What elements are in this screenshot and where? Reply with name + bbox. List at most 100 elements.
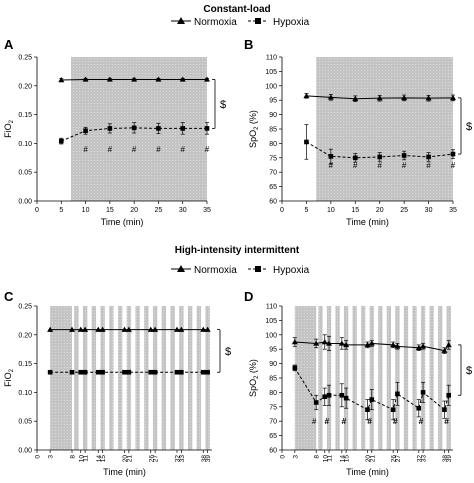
shaded-exercise-band [144, 306, 149, 450]
x-tick-label: 0 [280, 455, 287, 459]
data-point-hypoxia [179, 369, 184, 375]
chart-panel-b: 60 65 70 75 80 85 90 95 100 105 110 0 5 10 15 20 25 30 35 T… [248, 55, 472, 228]
section-title-constant-load: Constant-load [203, 4, 270, 15]
shaded-exercise-band [126, 306, 132, 450]
significance-hash: # [108, 145, 113, 154]
x-tick-label: 0 [35, 455, 42, 459]
x-tick-label: 39 [205, 455, 212, 463]
y-axis-label: SpO2 (%) [248, 110, 260, 148]
y-tick-label: 80 [269, 141, 277, 148]
y-axis-label-subscript: 2 [9, 368, 15, 372]
data-point-hypoxia [83, 128, 88, 134]
significance-hash: # [83, 145, 88, 154]
legend-hypoxia-label: Hypoxia [273, 265, 310, 276]
x-tick-label: 38 [442, 455, 449, 463]
data-point-normoxia [77, 326, 84, 332]
shaded-exercise-band [109, 306, 114, 450]
x-tick-label: 32 [416, 455, 423, 463]
y-tick-label: 75 [269, 404, 277, 411]
y-tick-label: 90 [269, 361, 277, 368]
y-axis-label-unit: (%) [248, 359, 258, 376]
x-tick-label: 5 [59, 207, 63, 214]
x-axis-label: Time (min) [346, 217, 389, 227]
x-tick-label: 8 [314, 455, 321, 459]
data-point-hypoxia [205, 369, 210, 375]
x-tick-label: 3 [48, 455, 55, 459]
y-tick-label: 95 [269, 347, 277, 354]
significance-hash: # [368, 417, 373, 426]
x-tick-label: 10 [322, 455, 329, 463]
shaded-exercise-band [135, 306, 140, 450]
x-tick-label: 8 [70, 455, 77, 459]
x-tick-label: 20 [365, 455, 372, 463]
y-axis-label-unit: (%) [248, 110, 258, 127]
data-point-hypoxia [446, 392, 452, 398]
data-point-hypoxia [416, 405, 422, 411]
y-tick-label: 105 [265, 318, 277, 325]
shaded-exercise-band [91, 306, 97, 450]
x-tick-label: 15 [344, 455, 351, 463]
data-point-normoxia [450, 94, 456, 101]
x-tick-label: 27 [153, 455, 160, 463]
y-tick-label: 80 [269, 390, 277, 397]
data-point-hypoxia [390, 407, 396, 412]
shaded-exercise-band [412, 306, 417, 450]
data-point-normoxia [179, 76, 186, 82]
shaded-exercise-band [318, 306, 323, 450]
y-axis-label-main: SpO [248, 130, 258, 148]
shaded-exercise-band [343, 306, 349, 450]
shaded-exercise-band [71, 57, 207, 201]
data-point-normoxia [82, 76, 89, 82]
x-tick-label: 10 [82, 207, 90, 214]
legend-constant: Normoxia Hypoxia [171, 17, 310, 28]
x-tick-label: 10 [327, 207, 335, 214]
shaded-exercise-band [395, 306, 400, 450]
data-point-normoxia [106, 76, 113, 82]
data-point-normoxia [47, 326, 54, 332]
x-tick-label: 25 [155, 207, 163, 214]
significance-hash: # [393, 417, 398, 426]
data-point-hypoxia [369, 397, 375, 402]
data-point-hypoxia [292, 365, 298, 371]
y-axis-label-subscript: 2 [254, 126, 260, 130]
legend-normoxia-label: Normoxia [194, 17, 237, 28]
data-point-normoxia [390, 341, 397, 348]
data-point-hypoxia [78, 369, 84, 375]
shaded-exercise-band [152, 306, 158, 450]
bracket-dollar-label: $ [225, 346, 231, 358]
data-point-normoxia [321, 339, 328, 345]
significance-hash: # [402, 161, 407, 170]
data-point-hypoxia [100, 369, 105, 375]
shaded-exercise-band [378, 306, 383, 450]
y-tick-label: 0.25 [18, 55, 32, 62]
x-tick-label: 30 [425, 207, 433, 214]
data-point-hypoxia [365, 407, 370, 412]
y-tick-label: 0.20 [18, 332, 32, 339]
y-tick-label: 0.00 [18, 448, 32, 455]
y-tick-label: 0.25 [18, 304, 32, 311]
data-point-hypoxia [152, 369, 158, 375]
y-tick-label: 0.10 [18, 390, 32, 397]
data-point-normoxia [303, 92, 310, 99]
x-tick-label: 3 [292, 455, 299, 459]
data-point-hypoxia [148, 369, 154, 375]
x-tick-label: 30 [179, 207, 187, 214]
x-tick-label: 14 [339, 455, 346, 463]
y-axis-label-main: SpO [248, 379, 258, 397]
data-point-hypoxia [313, 400, 319, 405]
data-point-normoxia [204, 76, 210, 82]
y-tick-label: 0.00 [18, 199, 32, 206]
y-tick-label: 95 [269, 98, 277, 105]
data-point-normoxia [204, 326, 211, 332]
data-point-hypoxia [200, 369, 206, 375]
significance-hash: # [353, 161, 358, 170]
shaded-exercise-band [100, 306, 105, 450]
bracket-dollar-label: $ [466, 121, 472, 133]
data-point-hypoxia [377, 154, 383, 160]
shaded-exercise-band [429, 306, 434, 450]
y-tick-label: 0.10 [18, 141, 32, 148]
data-point-normoxia [174, 326, 180, 332]
y-tick-label: 65 [269, 433, 277, 440]
